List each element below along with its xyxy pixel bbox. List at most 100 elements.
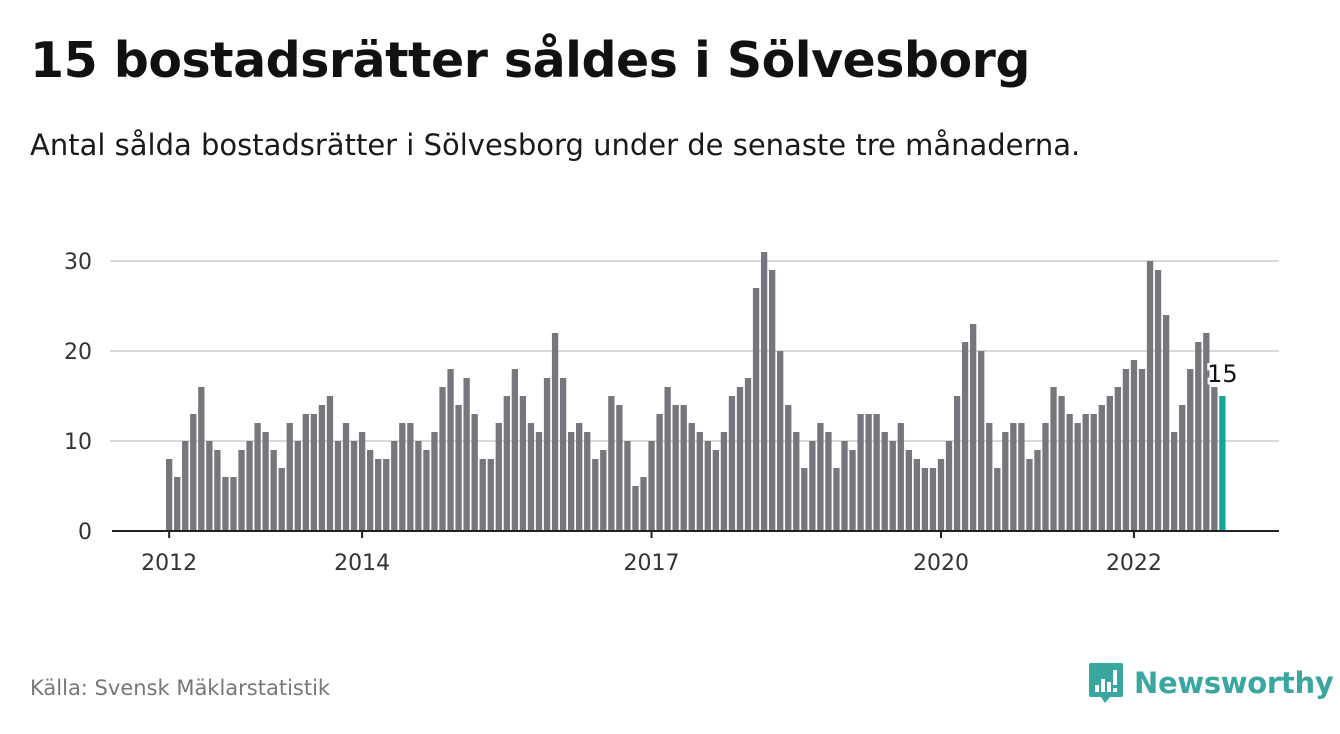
bar — [825, 432, 832, 531]
bar — [849, 450, 856, 531]
bar — [937, 459, 945, 531]
bar — [728, 396, 736, 531]
bar — [407, 423, 414, 531]
bar — [367, 450, 374, 531]
bar — [214, 450, 221, 531]
y-tick-label: 0 — [78, 520, 92, 545]
bar — [769, 270, 776, 531]
bar — [358, 432, 366, 531]
bar — [511, 369, 519, 531]
bar — [970, 324, 977, 531]
bar — [913, 459, 921, 531]
bar — [270, 450, 277, 531]
y-tick-label: 10 — [64, 430, 92, 455]
bar — [1171, 432, 1178, 531]
bar — [1042, 423, 1049, 531]
bar — [286, 423, 293, 531]
bar — [543, 378, 551, 531]
bar — [551, 333, 559, 531]
bar — [905, 450, 912, 531]
bar — [897, 423, 904, 531]
bar — [254, 423, 261, 531]
bar — [447, 369, 454, 531]
x-tick-label: 2020 — [913, 551, 969, 576]
bar — [302, 414, 309, 531]
y-tick-label: 30 — [64, 250, 92, 275]
bar — [608, 396, 615, 531]
bar — [785, 405, 792, 531]
bar — [166, 459, 173, 531]
bar — [182, 441, 189, 531]
bar — [1082, 414, 1089, 531]
bar — [978, 351, 985, 531]
bar — [439, 387, 446, 531]
bar — [760, 252, 768, 531]
bar — [777, 351, 784, 531]
bar — [680, 405, 687, 531]
bar — [519, 396, 527, 531]
bar — [1074, 423, 1081, 531]
bar — [1162, 315, 1170, 531]
bar — [1179, 405, 1186, 531]
bar — [688, 423, 695, 531]
bar — [198, 387, 205, 531]
bar — [945, 441, 953, 531]
bar — [1154, 270, 1162, 531]
bar — [656, 414, 663, 531]
brand-name: Newsworthy — [1134, 666, 1334, 700]
bar — [174, 477, 181, 531]
bar — [833, 468, 840, 531]
bar — [929, 468, 937, 531]
bar — [375, 459, 382, 531]
bar — [455, 405, 462, 531]
bar — [479, 459, 486, 531]
x-tick-label: 2017 — [624, 551, 680, 576]
bar — [246, 441, 253, 531]
bar — [696, 432, 703, 531]
bar — [310, 414, 318, 531]
bar — [190, 414, 197, 531]
x-tick-label: 2014 — [334, 551, 390, 576]
bar — [648, 441, 655, 531]
bar — [471, 414, 478, 531]
bar — [559, 378, 567, 531]
bar — [616, 405, 623, 531]
bar — [889, 441, 896, 531]
bars — [166, 252, 1226, 531]
bar — [230, 477, 237, 531]
bar — [431, 432, 438, 531]
bar — [873, 414, 880, 531]
bar — [953, 396, 961, 531]
bar — [592, 459, 599, 531]
bar — [495, 423, 502, 531]
bar — [1146, 261, 1154, 531]
bar — [535, 432, 543, 531]
bar — [1066, 414, 1073, 531]
bar — [704, 441, 711, 531]
bar — [1138, 369, 1146, 531]
bar — [1122, 369, 1130, 531]
bar — [222, 477, 229, 531]
bar — [1211, 387, 1218, 531]
bar — [672, 405, 679, 531]
bar — [487, 459, 494, 531]
bar — [1026, 459, 1033, 531]
brand-logo: Newsworthy — [1088, 660, 1334, 706]
bar — [744, 378, 752, 531]
bar — [527, 423, 535, 531]
axes — [112, 530, 1279, 538]
bar — [1195, 342, 1202, 531]
bar — [326, 396, 334, 531]
bar — [1098, 405, 1105, 531]
labels: 0 10 20 30 2012 2014 2017 2020 2022 15 — [64, 250, 1240, 576]
bar — [664, 387, 671, 531]
bar — [1002, 432, 1009, 531]
x-tick-label: 2022 — [1106, 551, 1162, 576]
bar — [342, 423, 350, 531]
bar — [423, 450, 430, 531]
bar — [793, 432, 800, 531]
bar-chart: 0 10 20 30 2012 2014 2017 2020 2022 15 — [64, 250, 1279, 576]
bar — [294, 441, 301, 531]
bar — [503, 396, 510, 531]
bar — [640, 477, 647, 531]
